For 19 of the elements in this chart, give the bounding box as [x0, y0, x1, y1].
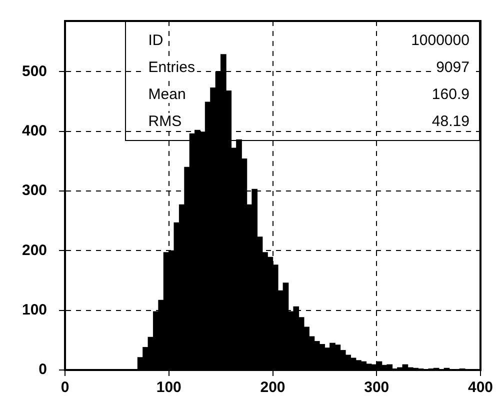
- x-tick-label: 0: [60, 379, 70, 396]
- annotation: ID: [146, 32, 166, 50]
- x-tick-label: 300: [364, 379, 390, 396]
- annotation: Mean: [146, 86, 188, 104]
- annotation: 160.9: [430, 86, 472, 104]
- annotation: RMS: [146, 113, 184, 130]
- annotation: 48.19: [430, 113, 472, 130]
- y-tick-label: 200: [22, 242, 48, 259]
- x-tick-label: 100: [156, 379, 182, 396]
- annotation: 9097: [434, 59, 472, 76]
- y-tick-label: 100: [22, 301, 48, 318]
- y-tick-label: 500: [22, 62, 48, 80]
- y-tick-label: 300: [22, 182, 48, 200]
- x-tick-label: 200: [260, 379, 286, 396]
- x-tick-label: 400: [468, 379, 493, 396]
- annotation: 1000000: [409, 32, 472, 50]
- y-tick-label: 400: [22, 122, 48, 140]
- annotation: Entries: [146, 59, 197, 76]
- y-tick-label: 0: [38, 361, 48, 378]
